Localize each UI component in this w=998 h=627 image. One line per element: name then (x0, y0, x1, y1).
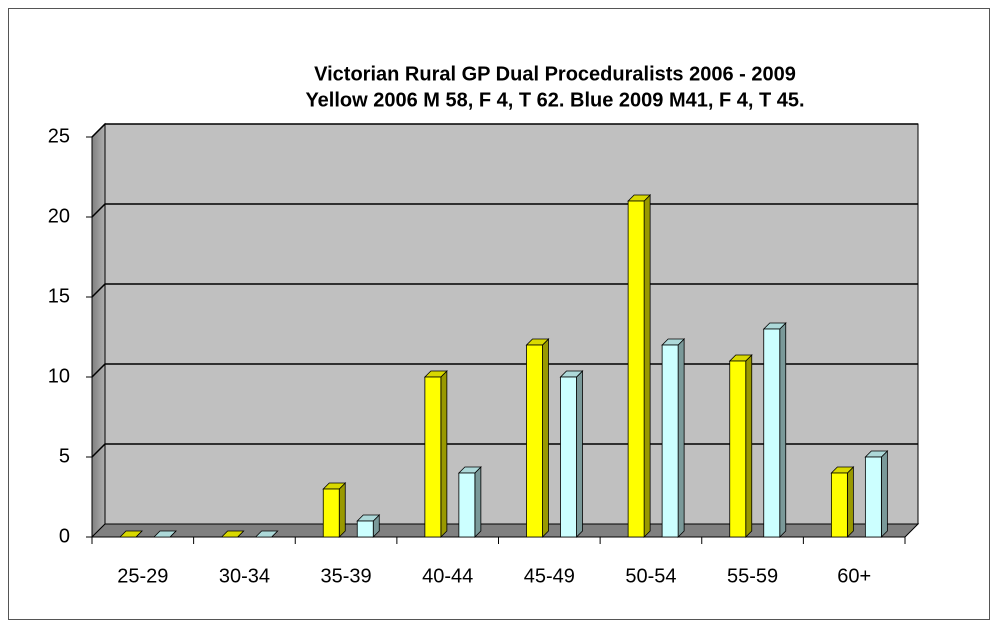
bar-side (542, 338, 549, 538)
bar (424, 376, 442, 538)
bar-side (643, 194, 651, 538)
bar (864, 456, 882, 538)
bar-top (220, 530, 245, 538)
bar (322, 488, 340, 538)
x-tick-label: 40-44 (422, 565, 473, 587)
x-tick-label: 35-39 (320, 565, 371, 587)
grid-line (91, 123, 918, 138)
back-wall (104, 123, 919, 525)
side-wall (91, 122, 106, 539)
x-tick-label: 60+ (837, 565, 871, 587)
chart-subtitle: Yellow 2006 M 58, F 4, T 62. Blue 2009 M… (305, 89, 804, 111)
y-tick-label: 25 (48, 125, 70, 147)
y-tick-label: 10 (48, 365, 70, 387)
y-tick-label: 15 (48, 285, 70, 307)
x-tick-label: 50-54 (625, 565, 676, 587)
x-tick-label: 45-49 (524, 565, 575, 587)
bar-side (846, 466, 854, 538)
bar (729, 360, 747, 538)
bar-side (576, 370, 583, 538)
bar-top (153, 530, 177, 538)
plot-area: 0 5 10 15 20 25 25-29 30-34 35-39 40-44 45-49 50-54… (48, 122, 920, 587)
chart-title: Victorian Rural GP Dual Proceduralists 2… (314, 63, 796, 85)
bar (526, 344, 543, 538)
bar (627, 200, 645, 538)
x-tick-label: 25-29 (117, 565, 168, 587)
bar (458, 472, 476, 538)
bar (830, 472, 848, 538)
bar-side (677, 338, 685, 538)
bar-side (779, 322, 787, 538)
bar (661, 344, 679, 538)
bar-top (119, 530, 143, 538)
bar (560, 376, 577, 538)
x-tick-label: 55-59 (727, 565, 778, 587)
bar-side (474, 466, 482, 538)
floor (90, 523, 920, 538)
y-tick-label: 20 (48, 205, 70, 227)
bar (763, 328, 781, 538)
bar-side (745, 354, 753, 538)
y-tick-label: 5 (59, 445, 70, 467)
y-tick-label: 0 (59, 525, 70, 547)
bar-side (440, 370, 448, 538)
x-tick-label: 30-34 (219, 565, 270, 587)
bar-side (338, 482, 346, 538)
bar-side (880, 450, 888, 538)
bar (356, 520, 374, 538)
bar-top (254, 530, 279, 538)
